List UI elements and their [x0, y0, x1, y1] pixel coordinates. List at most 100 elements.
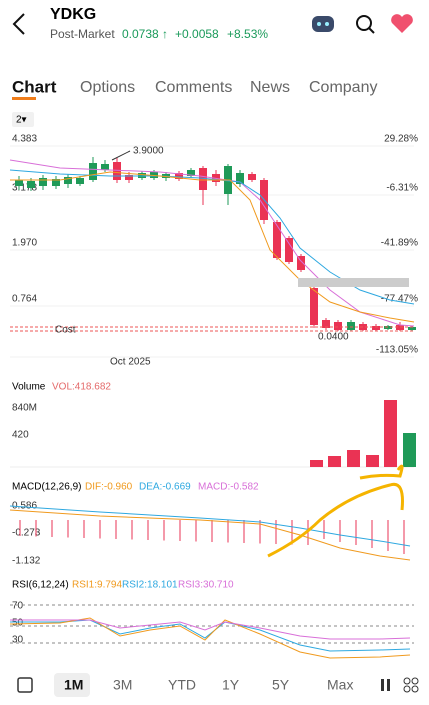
- candle: [273, 222, 281, 258]
- price: 0.0738: [122, 27, 159, 41]
- change: +0.0058: [175, 27, 219, 41]
- candle: [322, 320, 330, 328]
- session: Post-Market: [50, 27, 115, 41]
- candle: [248, 174, 256, 180]
- candle: [236, 173, 244, 184]
- candle: [125, 175, 133, 180]
- period[interactable]: 3M: [113, 677, 132, 693]
- price-label: 4.383: [12, 134, 37, 145]
- change-pct: +8.53%: [227, 27, 268, 41]
- volume-bar: [384, 400, 397, 467]
- volume-value: VOL:418.682: [52, 382, 111, 393]
- candle: [76, 178, 84, 184]
- price-label: 0.764: [12, 294, 37, 305]
- dif-line: [9, 509, 411, 561]
- tab-underline: [12, 97, 36, 100]
- ma-line: [9, 159, 415, 327]
- layout-icon[interactable]: [17, 677, 33, 693]
- pct-label: -113.05%: [376, 345, 418, 356]
- candle: [310, 288, 318, 325]
- macd-value: MACD:-0.582: [198, 482, 259, 493]
- selector-box[interactable]: [12, 112, 34, 127]
- volume-bar: [403, 433, 416, 467]
- tab[interactable]: Chart: [12, 77, 57, 96]
- rsi-label: 30: [12, 635, 24, 646]
- macd-title: MACD(12,26,9): [12, 482, 81, 493]
- robot-icon[interactable]: [312, 16, 334, 32]
- high-label: 3.9000: [133, 146, 164, 157]
- pct-label: -77.47%: [381, 294, 418, 305]
- period[interactable]: YTD: [168, 677, 196, 693]
- cost-label: Cost: [55, 325, 76, 336]
- rsi-title: RSI(6,12,24): [12, 580, 69, 591]
- tab[interactable]: Company: [309, 79, 377, 96]
- favorite-icon[interactable]: [391, 14, 413, 33]
- period[interactable]: Max: [327, 677, 353, 693]
- candle: [15, 180, 23, 186]
- candle: [64, 177, 72, 184]
- tab[interactable]: News: [250, 79, 290, 96]
- macd-label: 0.586: [12, 501, 37, 512]
- pct-label: -6.31%: [386, 183, 418, 194]
- macd-dif: DIF:-0.960: [85, 482, 133, 493]
- rsi2: RSI2:18.101: [122, 580, 178, 591]
- candle: [408, 327, 416, 330]
- period-active-bg: [54, 673, 90, 697]
- rsi3: RSI3:30.710: [178, 580, 234, 591]
- selector[interactable]: 2▾: [16, 115, 27, 126]
- symbol: YDKG: [50, 6, 96, 23]
- macd-dea: DEA:-0.669: [139, 482, 191, 493]
- candle: [187, 170, 195, 176]
- search-icon[interactable]: [356, 15, 375, 34]
- candle: [27, 181, 35, 188]
- candle: [39, 178, 47, 186]
- price-label: 3.178: [12, 183, 37, 194]
- volume-label: 840M: [12, 403, 37, 414]
- candle: [285, 238, 293, 262]
- range-band: [298, 278, 409, 287]
- pct-label: -41.89%: [381, 238, 418, 249]
- dea-line: [9, 505, 411, 547]
- volume-label: 420: [12, 430, 29, 441]
- macd-label: -1.132: [12, 556, 41, 567]
- candle: [347, 322, 355, 330]
- low-label: 0.0400: [318, 332, 349, 343]
- date-label: Oct 2025: [110, 357, 151, 368]
- arrow: ↑: [162, 27, 168, 41]
- candle: [334, 322, 342, 330]
- grid-icon[interactable]: [403, 677, 419, 693]
- ma-line: [9, 169, 415, 305]
- ma-line: [10, 171, 415, 323]
- candle: [101, 164, 109, 170]
- volume-title: Volume: [12, 382, 46, 393]
- volume-bar: [328, 456, 341, 467]
- hand-annotation: [267, 464, 404, 558]
- candle: [297, 256, 305, 270]
- price-label: 1.970: [12, 238, 37, 249]
- pause-icon[interactable]: [381, 679, 390, 691]
- period[interactable]: 1Y: [222, 677, 240, 693]
- candle: [89, 163, 97, 180]
- rsi-label: 50: [12, 618, 24, 629]
- tab[interactable]: Comments: [155, 79, 232, 96]
- volume-bar: [310, 460, 323, 467]
- candle: [199, 168, 207, 190]
- period[interactable]: 5Y: [272, 677, 290, 693]
- rsi-label: 70: [12, 601, 24, 612]
- pointer: [111, 150, 131, 161]
- volume-bar: [347, 450, 360, 467]
- rsi1: RSI1:9.794: [72, 580, 122, 591]
- back-icon[interactable]: [12, 13, 25, 35]
- candle: [113, 162, 121, 180]
- volume-bar: [366, 455, 379, 467]
- candle: [150, 172, 158, 178]
- rsi-line: [9, 617, 411, 659]
- tab[interactable]: Options: [80, 79, 135, 96]
- pct-label: 29.28%: [384, 134, 418, 145]
- rsi-line: [10, 619, 411, 640]
- candle: [52, 179, 60, 186]
- candle: [372, 326, 380, 330]
- candle: [175, 173, 183, 179]
- period[interactable]: 1M: [64, 677, 83, 693]
